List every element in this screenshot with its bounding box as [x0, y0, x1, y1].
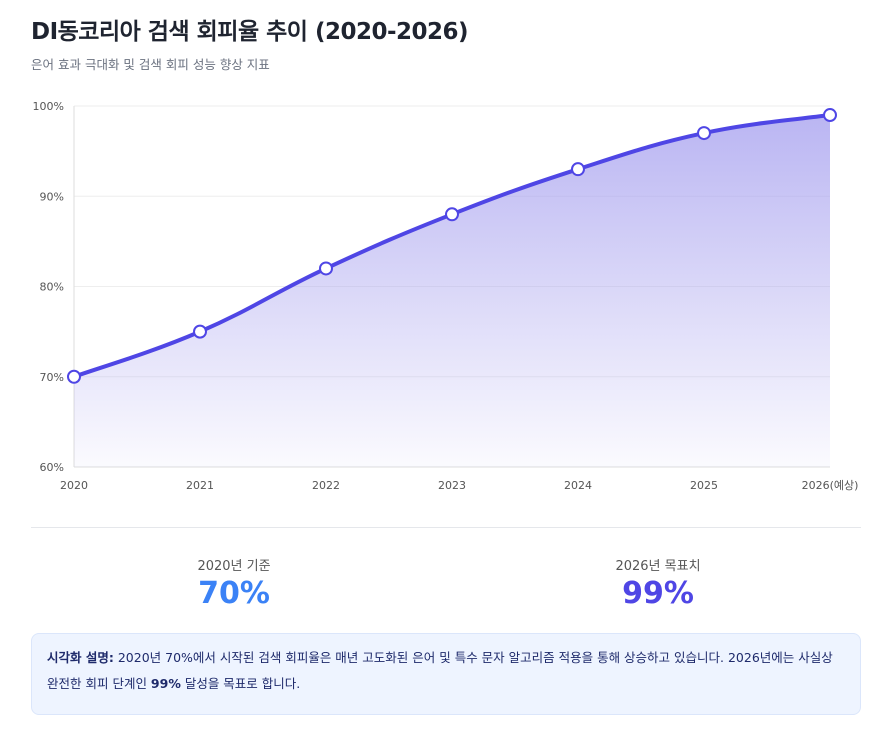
data-point: [319, 261, 333, 276]
x-tick-label: 2021: [186, 479, 214, 492]
stat-target: 2026년 목표치 99%: [508, 555, 808, 611]
page-title: DI동코리아 검색 회피율 추이 (2020-2026): [31, 19, 469, 45]
stat-label: 2026년 목표치: [615, 559, 701, 574]
stat-label: 2020년 기준: [197, 559, 271, 574]
y-tick-label: 90%: [40, 190, 64, 203]
x-tick-label: 2023: [438, 479, 466, 492]
x-tick-label: 2022: [312, 479, 340, 492]
stat-value: 99%: [622, 576, 694, 611]
description-box: 시각화 설명: 2020년 70%에서 시작된 검색 회피율은 매년 고도화된 …: [31, 633, 861, 715]
x-tick-label: 2024: [564, 479, 592, 492]
stat-baseline: 2020년 기준 70%: [84, 555, 384, 611]
data-point: [571, 162, 585, 177]
page-subtitle: 은어 효과 극대화 및 검색 회피 성능 향상 지표: [31, 57, 270, 72]
note-text-end: 달성을 목표로 합니다.: [180, 676, 301, 691]
y-tick-label: 100%: [33, 100, 64, 113]
data-point: [823, 108, 837, 123]
note-text: 2020년 70%에서 시작된 검색 회피율은 매년 고도화된 은어 및 특수 …: [47, 650, 833, 691]
y-tick-label: 80%: [40, 281, 64, 294]
area-chart: 60% 70% 80% 90% 100% 2020 2021 2022 2023 2024 2025…: [33, 100, 859, 492]
data-point: [67, 369, 81, 384]
data-point: [697, 126, 711, 141]
x-tick-label: 2025: [690, 479, 718, 492]
x-tick-label: 2020: [60, 479, 88, 492]
note-highlight: 99%: [150, 676, 181, 691]
y-tick-label: 70%: [40, 371, 64, 384]
data-point: [445, 207, 459, 222]
area-fill: [74, 115, 830, 468]
divider: [31, 527, 861, 528]
data-point: [193, 324, 207, 339]
y-tick-label: 60%: [40, 461, 64, 474]
x-tick-label: 2026(예상): [802, 479, 859, 492]
note-label: 시각화 설명:: [47, 650, 114, 665]
stat-value: 70%: [198, 576, 270, 611]
